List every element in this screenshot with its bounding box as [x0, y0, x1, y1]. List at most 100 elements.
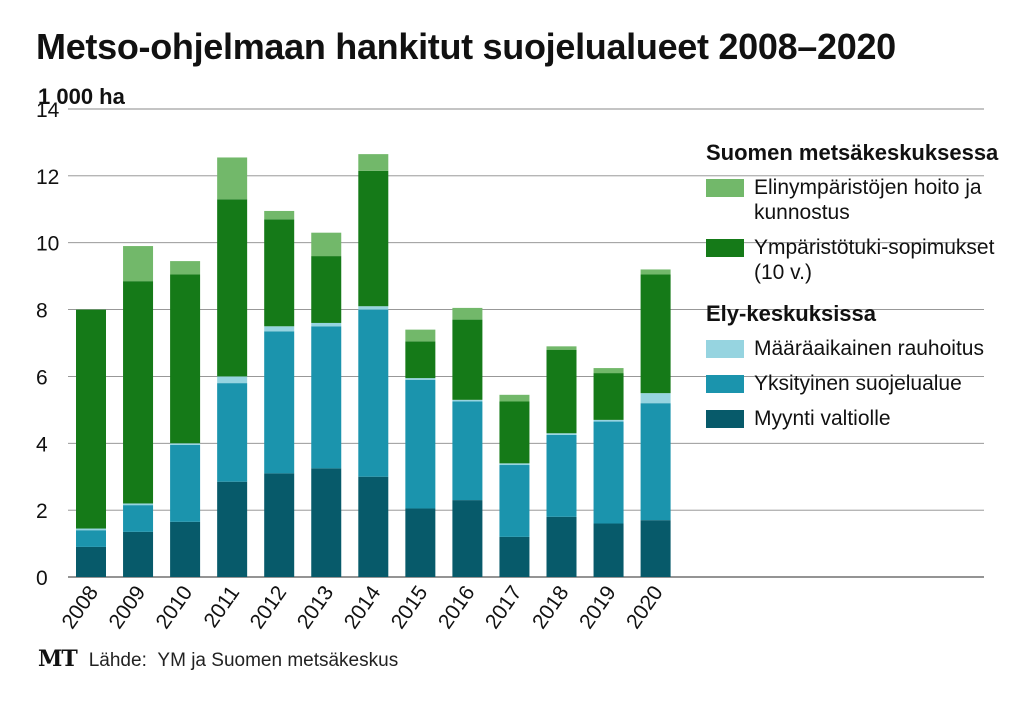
- bar-segment: [546, 516, 577, 577]
- y-tick-label: 8: [36, 300, 48, 323]
- y-tick-label: 12: [36, 166, 59, 189]
- bar-segment: [640, 520, 671, 577]
- bar-segment: [405, 329, 436, 342]
- bar-segment: [358, 170, 389, 307]
- x-tick-label: 2015: [387, 582, 433, 633]
- x-tick-label: 2017: [481, 582, 527, 633]
- legend-label: Myynti valtiolle: [754, 407, 891, 430]
- bar-segment: [217, 157, 248, 200]
- x-tick-label: 2016: [434, 582, 480, 633]
- bar-segment: [499, 463, 530, 466]
- source-label: Lähde:: [88, 650, 147, 671]
- y-tick-label: 4: [36, 433, 48, 456]
- x-tick-label: 2013: [293, 582, 339, 633]
- y-tick-label: 10: [36, 233, 59, 256]
- bar-segment: [593, 419, 624, 422]
- bar-segment: [405, 508, 436, 577]
- legend-item-elinymparistot: Elinympäristöjen hoito ja kunnostus: [706, 175, 1006, 225]
- bar-segment: [311, 322, 342, 327]
- x-tick-label: 2018: [528, 582, 574, 633]
- x-tick-label: 2020: [622, 582, 668, 633]
- bar-segment: [358, 476, 389, 577]
- legend-item-maaraaikainen: Määräaikainen rauhoitus: [706, 336, 1006, 361]
- source-line: MT Lähde: YM ja Suomen metsäkeskus: [38, 646, 398, 672]
- bar-segment: [499, 465, 530, 537]
- bar-segment: [546, 433, 577, 435]
- x-tick-label: 2012: [246, 582, 292, 633]
- bar-segment: [170, 261, 201, 275]
- bar-segment: [170, 274, 201, 444]
- legend-label: Yksityinen suojelualue: [754, 372, 962, 395]
- legend-heading-ely: Ely-keskuksissa: [706, 301, 877, 326]
- bar-segment: [217, 376, 248, 384]
- bar-segment: [170, 521, 201, 577]
- bar-segment: [311, 468, 342, 577]
- bar-segment: [405, 378, 436, 380]
- x-tick-label: 2011: [199, 582, 244, 632]
- bar-segment: [170, 444, 201, 522]
- bar-segment: [640, 274, 671, 394]
- x-tick-label: 2019: [575, 582, 621, 633]
- legend-swatch: [706, 179, 744, 197]
- bar-segment: [217, 199, 248, 377]
- legend-item-yksityinen: Yksityinen suojelualue: [706, 371, 1006, 396]
- bar-segment: [123, 281, 154, 504]
- bar-segment: [217, 481, 248, 577]
- legend-item-ymparistotuki: Ympäristötuki-sopimukset (10 v.): [706, 235, 1006, 285]
- bar-segment: [546, 346, 577, 350]
- bar-segment: [452, 401, 483, 501]
- bars: [76, 154, 671, 577]
- legend-swatch: [706, 410, 744, 428]
- bar-segment: [593, 373, 624, 420]
- y-tick-label: 0: [36, 567, 48, 590]
- bar-segment: [217, 383, 248, 482]
- bar-segment: [311, 326, 342, 469]
- y-tick-label: 6: [36, 366, 48, 389]
- legend: Suomen metsäkeskuksessa Elinympäristöjen…: [706, 140, 1006, 431]
- bar-segment: [405, 379, 436, 509]
- bar-segment: [640, 269, 671, 275]
- mt-logo: MT: [38, 646, 78, 672]
- x-tick-label: 2010: [152, 582, 198, 633]
- bar-segment: [452, 307, 483, 320]
- bar-segment: [499, 536, 530, 577]
- bar-segment: [76, 309, 106, 529]
- bar-segment: [640, 393, 671, 404]
- bar-segment: [123, 531, 154, 577]
- bar-segment: [593, 368, 624, 374]
- bar-segment: [452, 319, 483, 400]
- bar-segment: [499, 394, 530, 402]
- bar-segment: [311, 256, 342, 323]
- bar-segment: [311, 232, 342, 257]
- legend-swatch: [706, 239, 744, 257]
- legend-item-myynti: Myynti valtiolle: [706, 406, 1006, 431]
- bar-segment: [76, 528, 106, 531]
- bar-segment: [358, 306, 389, 310]
- bar-segment: [264, 219, 295, 327]
- bar-segment: [264, 473, 295, 577]
- y-tick-label: 14: [36, 99, 60, 122]
- y-axis-unit-label: 1 000 ha: [38, 84, 125, 109]
- source-text: YM ja Suomen metsäkeskus: [157, 650, 399, 671]
- bar-segment: [405, 341, 436, 379]
- x-tick-label: 2009: [105, 582, 151, 633]
- bar-segment: [264, 210, 295, 220]
- bar-segment: [499, 401, 530, 464]
- bar-segment: [452, 399, 483, 402]
- x-tick-label: 2008: [57, 582, 103, 633]
- bar-segment: [264, 331, 295, 474]
- bar-segment: [76, 530, 106, 547]
- bar-segment: [123, 505, 154, 532]
- legend-label: Ympäristötuki-sopimukset (10 v.): [754, 236, 995, 284]
- legend-heading-metsakeskus: Suomen metsäkeskuksessa: [706, 140, 999, 165]
- bar-segment: [123, 246, 154, 282]
- bar-segment: [546, 434, 577, 517]
- legend-label: Elinympäristöjen hoito ja kunnostus: [754, 176, 982, 224]
- bar-segment: [546, 349, 577, 434]
- bar-segment: [452, 500, 483, 577]
- bar-segment: [123, 503, 154, 506]
- bar-segment: [264, 326, 295, 332]
- bar-segment: [358, 309, 389, 477]
- bar-segment: [76, 546, 106, 577]
